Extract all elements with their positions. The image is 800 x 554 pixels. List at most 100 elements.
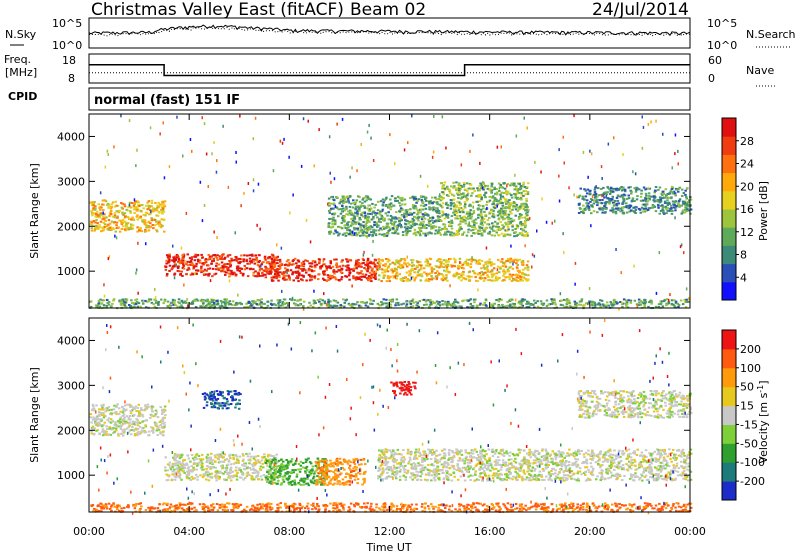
- power-heatmap-scatter-cell: [607, 142, 610, 146]
- power-heatmap-cell-1: [187, 268, 191, 271]
- power-heatmap-cell-0: [113, 205, 117, 208]
- power-heatmap-cell-3: [527, 274, 530, 277]
- power-heatmap-cell-3: [498, 277, 501, 279]
- power-heatmap-cell-5: [443, 223, 447, 226]
- power-heatmap-scatter-cell: [411, 114, 413, 118]
- power-heatmap-cell-4: [384, 198, 388, 201]
- power-heatmap-cell-2: [376, 264, 379, 267]
- power-heatmap-cell-3: [509, 261, 512, 264]
- power-heatmap-cell-1: [262, 261, 265, 263]
- power-heatmap-cell-0: [150, 199, 154, 202]
- power-heatmap-cell-2: [309, 265, 312, 268]
- power-heatmap-cell-3: [452, 257, 456, 260]
- velocity-heatmap-cell-0: [107, 417, 111, 420]
- power-heatmap-cell-4: [377, 220, 381, 223]
- power-heatmap-cell-5: [454, 187, 458, 190]
- power-heatmap-cell-5: [466, 224, 470, 227]
- power-heatmap-cell-6: [660, 192, 663, 195]
- power-heatmap-cell-5: [477, 195, 480, 198]
- power-heatmap-cell-7: [479, 302, 482, 305]
- power-heatmap-cell-4: [417, 216, 420, 219]
- power-heatmap-cell-6: [640, 189, 643, 192]
- power-heatmap-cell-5: [513, 232, 516, 234]
- power-heatmap-cell-3: [378, 274, 381, 277]
- power-heatmap-cell-6: [617, 208, 620, 211]
- power-heatmap-cell-0: [161, 205, 164, 208]
- power-heatmap-cell-7: [321, 299, 324, 302]
- power-heatmap-cell-6: [683, 203, 687, 206]
- power-heatmap-cell-4: [375, 221, 379, 224]
- power-heatmap-cell-3: [401, 277, 405, 280]
- power-heatmap-cell-5: [484, 214, 487, 217]
- velocity-heatmap-cell-0: [155, 422, 158, 425]
- power-heatmap-cell-0: [123, 228, 127, 231]
- velocity-heatmap-cell-0: [131, 420, 135, 423]
- power-heatmap-cell-0: [160, 211, 164, 214]
- power-heatmap-cell-6: [628, 206, 632, 209]
- power-heatmap-cell-3: [485, 262, 488, 265]
- power-heatmap-cell-1: [176, 255, 179, 257]
- power-heatmap-cell-3: [457, 264, 461, 267]
- power-heatmap-cell-4: [434, 219, 438, 222]
- power-heatmap-cell-5: [484, 191, 488, 194]
- power-heatmap-cell-7: [281, 301, 284, 304]
- power-heatmap-cell-5: [493, 197, 497, 199]
- power-heatmap-cell-6: [661, 197, 665, 200]
- power-heatmap-cell-3: [408, 279, 412, 282]
- power-heatmap-scatter-cell: [679, 245, 682, 249]
- power-heatmap-cell-3: [391, 261, 394, 264]
- power-heatmap-cell-7: [529, 303, 533, 306]
- power-heatmap-cell-3: [380, 268, 384, 271]
- power-heatmap-cell-7: [250, 304, 253, 307]
- power-heatmap-cell-5: [459, 207, 463, 210]
- power-heatmap-cell-4: [393, 217, 396, 220]
- power-heatmap-cell-3: [410, 268, 413, 271]
- power-heatmap-cell-4: [365, 220, 369, 223]
- power-heatmap-cell-7: [506, 305, 509, 307]
- velocity-heatmap-cell-0: [111, 420, 114, 423]
- power-heatmap-cell-7: [605, 301, 609, 304]
- power-heatmap-cell-2: [329, 267, 333, 270]
- power-heatmap-cell-3: [463, 261, 466, 264]
- power-heatmap-cell-7: [428, 303, 432, 306]
- power-heatmap-cell-2: [278, 258, 282, 261]
- power-heatmap-cell-5: [446, 213, 450, 216]
- power-heatmap-cell-0: [159, 226, 163, 229]
- power-heatmap-cell-5: [441, 214, 444, 217]
- power-heatmap-cell-7: [210, 300, 214, 303]
- power-heatmap-cell-3: [419, 279, 422, 282]
- power-heatmap-cell-1: [252, 259, 256, 262]
- power-heatmap-cell-6: [596, 201, 599, 204]
- velocity-heatmap-cell-0: [122, 418, 126, 421]
- power-heatmap-cell-5: [465, 182, 469, 185]
- power-heatmap-cell-7: [372, 299, 375, 302]
- power-heatmap-cell-7: [121, 302, 125, 305]
- power-heatmap-cell-5: [479, 222, 483, 225]
- power-heatmap-scatter-cell: [341, 117, 344, 121]
- power-heatmap-cell-1: [230, 271, 234, 274]
- power-heatmap-cell-6: [636, 187, 639, 190]
- power-heatmap-cell-1: [258, 269, 262, 272]
- power-heatmap-cell-2: [366, 264, 370, 267]
- power-heatmap-cell-3: [446, 279, 449, 282]
- power-heatmap-scatter-cell: [533, 254, 536, 258]
- power-heatmap-cell-4: [350, 234, 354, 237]
- power-heatmap-scatter-cell: [426, 213, 428, 217]
- power-heatmap-cell-2: [278, 264, 282, 267]
- power-heatmap-scatter-cell: [523, 116, 525, 120]
- power-heatmap-cell-2: [335, 263, 338, 266]
- power-heatmap-cell-5: [499, 184, 502, 186]
- power-heatmap-scatter-cell: [641, 115, 643, 119]
- velocity-heatmap-cell-1: [185, 462, 188, 465]
- power-heatmap-cell-1: [201, 256, 204, 259]
- power-heatmap-cell-0: [136, 214, 139, 217]
- power-heatmap-cell-7: [518, 302, 522, 305]
- power-heatmap-cell-0: [105, 225, 109, 228]
- power-heatmap-cell-5: [475, 195, 478, 198]
- power-heatmap-cell-2: [304, 259, 307, 262]
- power-heatmap-cell-7: [615, 302, 619, 305]
- power-heatmap-cell-5: [511, 208, 514, 211]
- velocity-heatmap-cell-0: [155, 425, 158, 427]
- power-heatmap-cell-2: [369, 275, 372, 278]
- power-heatmap-cell-6: [581, 195, 584, 198]
